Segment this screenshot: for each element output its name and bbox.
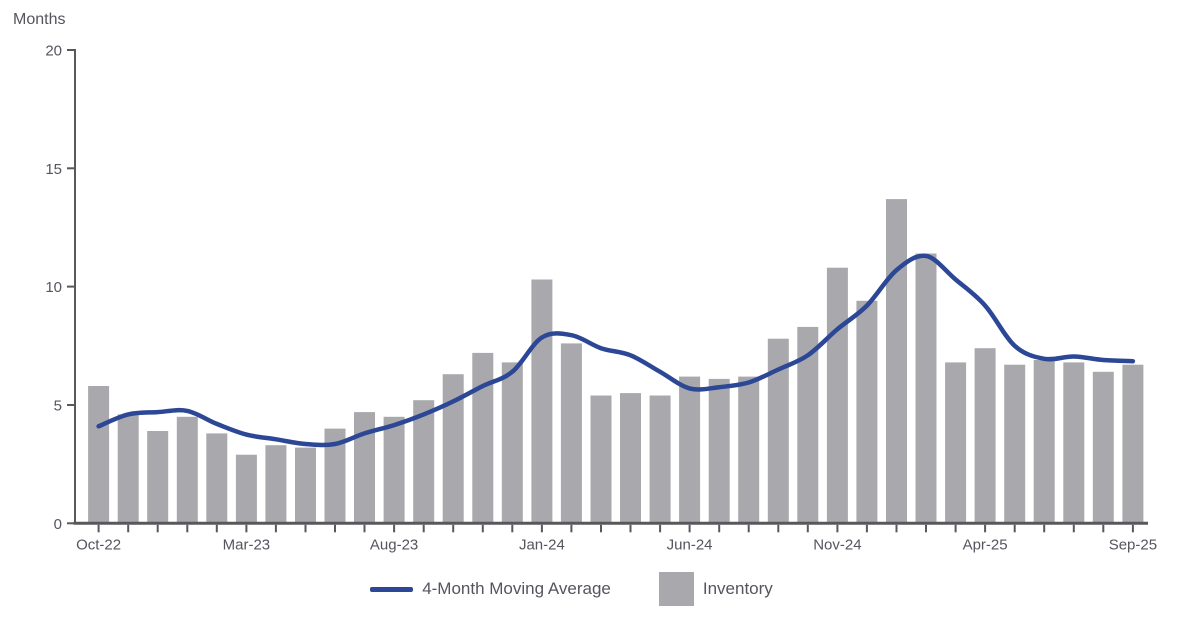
inventory-bar <box>147 431 169 524</box>
moving-average-line <box>96 253 1136 448</box>
inventory-bar <box>117 414 139 524</box>
inventory-bar <box>295 447 316 524</box>
inventory-bar <box>472 352 494 524</box>
inventory-bar <box>442 374 464 524</box>
x-axis-tick-label: Jan-24 <box>519 536 565 553</box>
x-axis-tick-label: Jun-24 <box>667 536 713 553</box>
legend-moving-average-label: 4-Month Moving Average <box>422 579 611 598</box>
inventory-bar <box>265 445 287 524</box>
inventory-bar <box>206 433 228 524</box>
y-axis-tick-label: 20 <box>45 43 62 60</box>
inventory-bar <box>88 386 110 524</box>
x-axis-tick-label: Sep-25 <box>1109 536 1157 553</box>
inventory-bar <box>856 300 878 524</box>
inventory-bar <box>886 199 907 524</box>
legend-item-moving-average: 4-Month Moving Average <box>370 579 611 599</box>
inventory-bar <box>679 376 701 524</box>
inventory-bar <box>590 395 612 524</box>
inventory-bar <box>531 279 553 524</box>
legend-inventory-label: Inventory <box>702 579 773 598</box>
inventory-bar <box>915 253 937 524</box>
legend: 4-Month Moving Average Inventory <box>0 569 1143 609</box>
inventory-bar <box>383 416 405 524</box>
inventory-bar <box>1004 364 1026 524</box>
y-axis-tick-label: 5 <box>54 398 62 415</box>
inventory-bar <box>738 376 760 524</box>
inventory-bar <box>945 362 967 524</box>
inventory-bar <box>974 348 996 524</box>
inventory-bar <box>767 338 789 524</box>
y-axis-tick-label: 10 <box>45 279 62 296</box>
inventory-bar <box>235 454 257 524</box>
x-axis-tick-label: Mar-23 <box>223 536 271 553</box>
y-axis-tick-label: 15 <box>45 161 62 178</box>
moving-average-line-swatch <box>370 586 414 592</box>
x-axis-tick-label: Oct-22 <box>76 536 121 553</box>
inventory-bar <box>324 428 346 524</box>
inventory-bar <box>354 412 375 524</box>
x-axis-tick-label: Nov-24 <box>813 536 861 553</box>
inventory-bar <box>1033 360 1055 524</box>
inventory-bar <box>620 393 641 524</box>
inventory-bar <box>501 362 523 524</box>
inventory-bar <box>708 378 730 524</box>
inventory-bar <box>176 416 198 524</box>
inventory-bar <box>1063 362 1085 524</box>
inventory-bar <box>797 326 819 524</box>
inventory-bar <box>560 343 582 524</box>
y-axis-tick-label: 0 <box>54 516 62 533</box>
inventory-bar <box>649 395 671 524</box>
inventory-bar <box>1092 371 1114 524</box>
inventory-bar <box>413 400 435 524</box>
inventory-bar <box>1122 364 1144 524</box>
x-axis-tick-label: Apr-25 <box>963 536 1008 553</box>
y-axis-unit-label: Months <box>13 11 66 28</box>
legend-item-inventory: Inventory <box>658 572 773 606</box>
inventory-box-swatch <box>658 572 694 606</box>
inventory-bar <box>826 267 848 524</box>
x-axis-tick-label: Aug-23 <box>370 536 418 553</box>
